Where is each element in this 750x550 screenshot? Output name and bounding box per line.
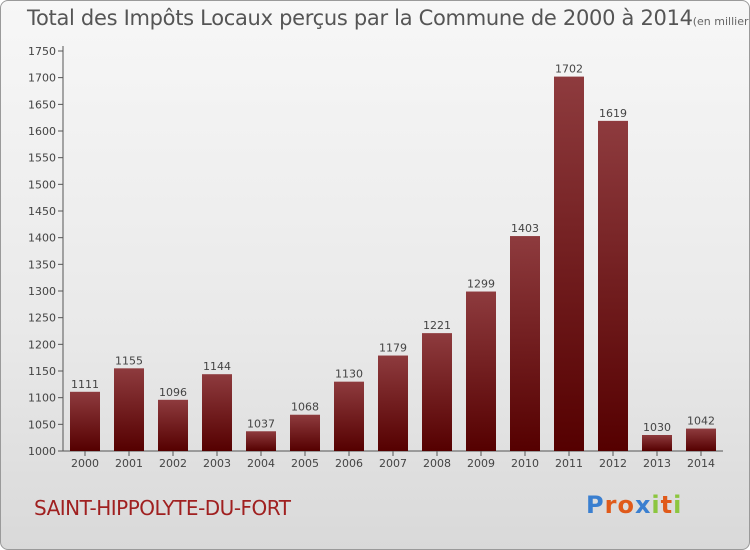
y-tick-label: 1600: [28, 125, 56, 138]
x-tick-label: 2007: [379, 457, 407, 470]
x-tick-label: 2004: [247, 457, 275, 470]
value-label-2008: 1221: [423, 319, 451, 332]
bar-2009: [466, 291, 496, 451]
x-tick-label: 2010: [511, 457, 539, 470]
bar-2003: [202, 374, 232, 451]
bar-2004: [246, 431, 276, 451]
value-label-2014: 1042: [687, 415, 715, 428]
logo-letter: x: [634, 491, 652, 519]
bar-2008: [422, 333, 452, 451]
y-tick-label: 1450: [28, 205, 56, 218]
logo-letter: i: [673, 491, 683, 519]
x-tick-label: 2001: [115, 457, 143, 470]
value-label-2013: 1030: [643, 421, 671, 434]
axes: 1000 1050 1100 1150 1200 1250 1300 1350 1400 1450…: [28, 45, 723, 470]
commune-name: SAINT-HIPPOLYTE-DU-FORT: [34, 496, 291, 520]
value-label-2002: 1096: [159, 386, 187, 399]
y-tick-label: 1200: [28, 338, 56, 351]
value-label-2006: 1130: [335, 368, 363, 381]
y-tick-label: 1750: [28, 45, 56, 58]
value-label-2007: 1179: [379, 342, 407, 355]
value-label-2004: 1037: [247, 417, 275, 430]
value-labels-group: 1111 1155 1096 1144 1037 1068 1130 1179 1221 1299…: [71, 63, 715, 434]
value-label-2000: 1111: [71, 378, 99, 391]
x-tick-label: 2003: [203, 457, 231, 470]
bar-2013: [642, 435, 672, 451]
unit-note: (en milliers d'€): [692, 15, 749, 28]
bar-2014: [686, 428, 716, 451]
logo-letter: i: [651, 491, 661, 519]
y-tick-label: 1550: [28, 152, 56, 165]
value-label-2010: 1403: [511, 222, 539, 235]
x-tick-label: 2002: [159, 457, 187, 470]
logo-letter: P: [586, 491, 605, 519]
y-tick-label: 1050: [28, 418, 56, 431]
x-tick-label: 2005: [291, 457, 319, 470]
y-tick-label: 1500: [28, 178, 56, 191]
chart-title-text: Total des Impôts Locaux perçus par la Co…: [27, 6, 693, 30]
bar-2001: [114, 368, 144, 451]
y-tick-label: 1400: [28, 232, 56, 245]
x-tick-label: 2008: [423, 457, 451, 470]
x-tick-label: 2013: [643, 457, 671, 470]
x-tick-label: 2006: [335, 457, 363, 470]
y-tick-label: 1150: [28, 365, 56, 378]
logo-letter: r: [604, 491, 618, 519]
value-label-2011: 1702: [555, 63, 583, 76]
bar-2000: [70, 391, 100, 451]
x-tick-label: 2000: [71, 457, 99, 470]
x-tick-label: 2009: [467, 457, 495, 470]
value-label-2012: 1619: [599, 107, 627, 120]
y-tick-label: 1250: [28, 312, 56, 325]
y-tick-label: 1100: [28, 392, 56, 405]
logo-letter: o: [617, 491, 635, 519]
y-tick-label: 1000: [28, 445, 56, 458]
bars-group: [70, 76, 716, 451]
bar-2010: [510, 236, 540, 451]
bar-2005: [290, 414, 320, 451]
y-tick-label: 1650: [28, 98, 56, 111]
bar-2007: [378, 355, 408, 451]
y-tick-label: 1300: [28, 285, 56, 298]
bar-2012: [598, 120, 628, 451]
proxiti-logo[interactable]: Proxiti: [586, 491, 682, 519]
value-label-2003: 1144: [203, 360, 231, 373]
chart-title: Total des Impôts Locaux perçus par la Co…: [27, 6, 749, 30]
value-label-2009: 1299: [467, 278, 495, 291]
x-tick-label: 2014: [687, 457, 715, 470]
x-tick-label: 2011: [555, 457, 583, 470]
value-label-2001: 1155: [115, 354, 143, 367]
x-tick-label: 2012: [599, 457, 627, 470]
value-label-2005: 1068: [291, 401, 319, 414]
logo-letter: t: [660, 491, 674, 519]
y-tick-label: 1700: [28, 72, 56, 85]
bar-2002: [158, 399, 188, 451]
bar-2011: [554, 76, 584, 451]
y-tick-label: 1350: [28, 258, 56, 271]
bar-2006: [334, 381, 364, 451]
